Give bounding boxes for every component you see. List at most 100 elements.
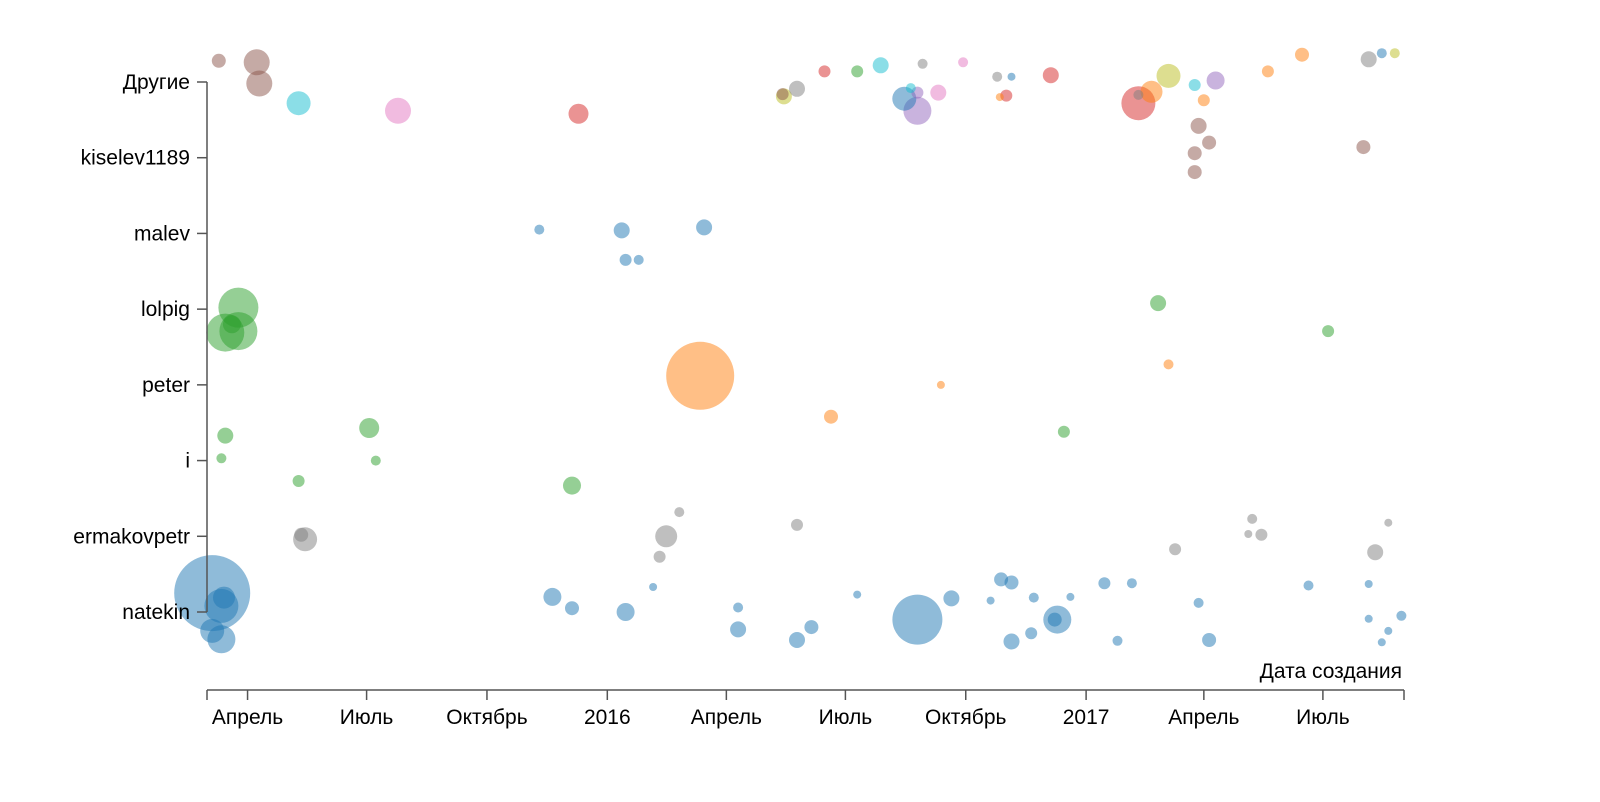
bubble-point[interactable] [986,596,995,605]
bubble-point[interactable] [1190,117,1207,134]
bubble-point[interactable] [696,219,713,236]
bubble-point[interactable] [776,88,789,101]
bubble-point[interactable] [1004,575,1019,590]
bubble-point[interactable] [292,475,305,487]
bubble-point[interactable] [1303,580,1314,591]
bubble-point[interactable] [1156,63,1181,88]
bubble-point[interactable] [385,97,411,124]
bubble-point[interactable] [243,49,270,76]
bubble-point[interactable] [1255,528,1268,541]
bubble-point[interactable] [211,53,226,68]
bubble-point[interactable] [534,224,545,235]
bubble-point[interactable] [1295,47,1309,62]
bubble-point[interactable] [1025,627,1038,640]
bubble-point[interactable] [653,550,666,563]
bubble-point[interactable] [789,632,805,648]
y-tick-label: peter [142,374,190,397]
bubble-point[interactable] [219,312,258,351]
bubble-point[interactable] [1206,71,1225,90]
bubble-point[interactable] [1364,580,1373,588]
bubble-point[interactable] [565,601,579,616]
bubble-point[interactable] [1360,51,1377,68]
bubble-point[interactable] [619,253,632,266]
bubble-point[interactable] [1042,67,1059,84]
bubble-point[interactable] [1126,578,1137,589]
bubble-point[interactable] [1187,146,1202,161]
bubble-point[interactable] [892,594,943,645]
bubble-point[interactable] [791,518,803,531]
bubble-point[interactable] [1098,577,1111,590]
bubble-point[interactable] [213,586,235,609]
bubble-point[interactable] [359,418,380,438]
bubble-point[interactable] [543,587,562,606]
bubble-point[interactable] [1376,48,1387,59]
bubble-point[interactable] [851,65,864,78]
bubble-point[interactable] [568,103,589,124]
bubble-point[interactable] [1322,325,1335,338]
bubble-point[interactable] [294,527,309,542]
bubble-point[interactable] [905,83,916,94]
bubble-point[interactable] [1047,612,1062,627]
bubble-point[interactable] [217,427,234,444]
bubble-point[interactable] [655,525,678,548]
bubble-point[interactable] [1377,638,1386,647]
bubble-point[interactable] [216,453,227,464]
bubble-point[interactable] [1028,592,1039,603]
bubble-point[interactable] [1140,80,1163,103]
bubble-point[interactable] [1007,72,1016,81]
bubble-point[interactable] [995,93,1004,102]
bubble-point[interactable] [824,409,838,424]
bubble-point[interactable] [633,254,644,265]
bubble-point[interactable] [1384,626,1393,635]
bubble-point[interactable] [1244,530,1253,538]
bubble-point[interactable] [666,341,735,410]
bubble-point[interactable] [733,602,744,613]
bubble-point[interactable] [930,84,947,101]
bubble-point[interactable] [1384,518,1393,527]
bubble-point[interactable] [917,58,928,69]
bubble-point[interactable] [1261,65,1274,78]
bubble-point[interactable] [616,603,635,621]
bubble-point[interactable] [1396,610,1407,621]
bubble-point[interactable] [1364,614,1373,623]
bubble-point[interactable] [1188,79,1201,91]
bubble-point[interactable] [1202,135,1217,150]
bubble-point[interactable] [730,621,747,638]
bubble-point[interactable] [804,620,819,635]
bubble-point[interactable] [1066,592,1075,601]
bubble-point[interactable] [613,222,630,239]
bubble-point[interactable] [1197,94,1210,107]
bubble-point[interactable] [1367,544,1384,561]
bubble-point[interactable] [286,91,311,116]
bubble-point[interactable] [370,455,381,466]
bubble-point[interactable] [1057,425,1070,438]
bubble-point[interactable] [200,618,225,643]
y-tick-label: natekin [122,601,190,624]
bubble-point[interactable] [1133,89,1144,100]
bubble-point[interactable] [1150,295,1167,312]
bubble-point[interactable] [1187,165,1202,180]
bubble-point[interactable] [789,80,805,97]
bubble-point[interactable] [563,476,581,495]
bubble-point[interactable] [1003,633,1020,650]
bubble-point[interactable] [246,70,273,97]
bubble-point[interactable] [222,315,241,334]
bubble-point[interactable] [1169,543,1182,556]
bubble-point[interactable] [958,57,969,68]
bubble-point[interactable] [992,71,1003,82]
bubble-point[interactable] [818,65,831,78]
bubble-point[interactable] [1389,48,1400,59]
bubble-point[interactable] [674,507,685,518]
bubble-point[interactable] [943,590,960,607]
bubble-point[interactable] [1356,140,1371,155]
bubble-point[interactable] [1112,635,1123,646]
bubble-point[interactable] [853,590,862,599]
bubble-point[interactable] [1193,597,1204,608]
bubble-point[interactable] [1163,359,1174,370]
bubble-point[interactable] [872,57,889,74]
bubble-point[interactable] [936,380,945,389]
bubble-point[interactable] [1202,633,1217,647]
bubble-point[interactable] [649,583,658,591]
bubble-point[interactable] [1247,513,1258,524]
